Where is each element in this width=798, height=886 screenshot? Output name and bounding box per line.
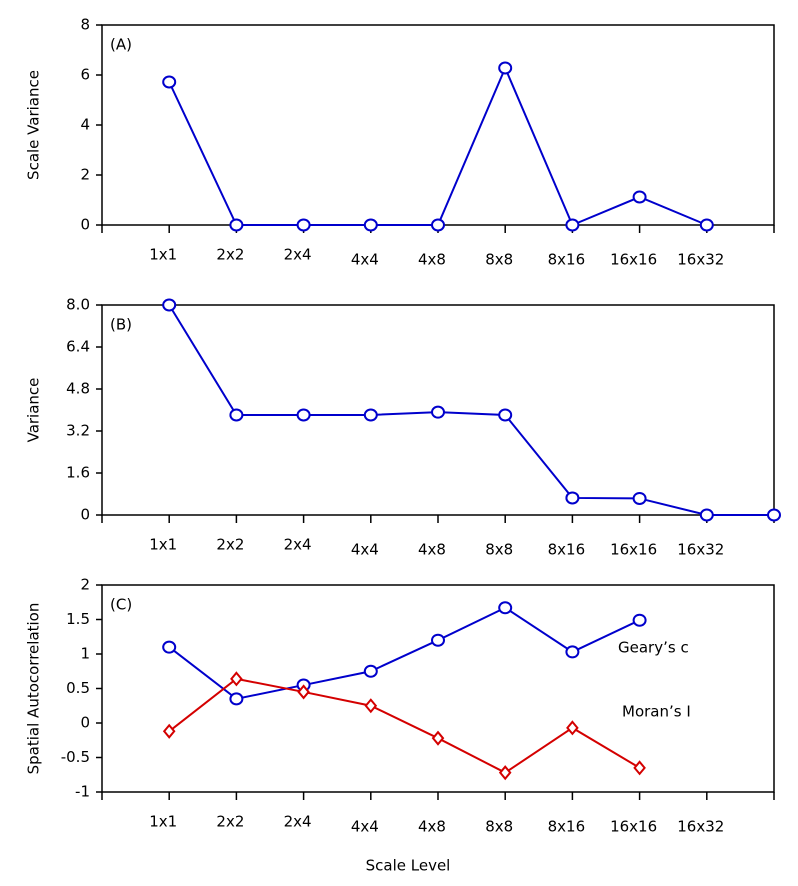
marker: [498, 408, 513, 422]
x-tick-label: 8x16: [548, 251, 586, 269]
y-tick-label: 1.6: [66, 464, 90, 482]
marker: [632, 491, 647, 505]
y-tick-label: 8: [80, 16, 90, 34]
x-tick-label: 8x8: [485, 251, 513, 269]
x-tick-label: 1x1: [149, 246, 177, 264]
x-tick-label: 4x8: [418, 541, 446, 559]
series-line: [168, 65, 708, 227]
marker: [296, 218, 311, 232]
y-tick-label: 3.2: [66, 422, 90, 440]
marker: [767, 508, 781, 522]
y-tick-label: 8.0: [66, 296, 90, 314]
marker: [162, 75, 177, 89]
marker: [565, 491, 580, 505]
panel-label: (B): [110, 316, 132, 334]
series-line: [168, 304, 774, 516]
x-tick-label: 4x4: [351, 251, 379, 269]
x-tick-label: 16x16: [610, 541, 657, 559]
y-tick-label: 0.5: [66, 679, 90, 697]
marker: [431, 730, 445, 746]
series-line: [168, 606, 641, 700]
marker: [229, 408, 244, 422]
marker: [565, 218, 580, 232]
x-tick-label: 2x2: [216, 246, 244, 264]
x-tick-label: 2x2: [216, 813, 244, 831]
x-tick-label: 16x32: [677, 541, 724, 559]
marker: [633, 760, 646, 776]
marker: [297, 684, 310, 700]
marker: [364, 698, 378, 714]
series-label: Geary’s c: [618, 639, 689, 657]
x-tick-label: 4x8: [418, 251, 446, 269]
y-tick-label: 1.5: [66, 610, 90, 628]
y-tick-label: 0: [80, 714, 90, 732]
x-tick-label: 2x4: [284, 813, 312, 831]
series-label: Moran’s I: [622, 703, 691, 721]
marker: [162, 723, 176, 739]
marker: [431, 405, 445, 419]
y-tick-label: -0.5: [61, 748, 90, 766]
y-tick-label: 0: [80, 506, 90, 524]
y-tick-label: -1: [75, 783, 90, 801]
marker: [699, 218, 714, 232]
x-axis-label: Scale Level: [366, 857, 451, 875]
x-tick-label: 2x4: [284, 536, 312, 554]
x-tick-label: 1x1: [149, 813, 177, 831]
marker: [632, 190, 647, 204]
y-tick-label: 4: [80, 116, 90, 134]
marker: [363, 408, 378, 422]
marker: [162, 640, 177, 654]
x-tick-label: 4x4: [351, 818, 379, 836]
marker: [229, 218, 244, 232]
marker: [229, 692, 244, 706]
x-tick-label: 2x2: [216, 536, 244, 554]
y-tick-label: 4.8: [66, 380, 90, 398]
y-tick-label: 6: [80, 66, 90, 84]
marker: [363, 218, 378, 232]
y-tick-label: 6.4: [66, 338, 90, 356]
x-tick-label: 1x1: [149, 536, 177, 554]
panel-label: (A): [110, 36, 132, 54]
marker: [566, 720, 579, 736]
x-tick-label: 4x8: [418, 818, 446, 836]
plot-frame: [101, 584, 775, 793]
x-tick-label: 2x4: [284, 246, 312, 264]
x-tick-label: 8x8: [485, 818, 513, 836]
x-tick-label: 16x16: [610, 818, 657, 836]
marker: [431, 633, 445, 647]
marker: [498, 765, 512, 781]
marker: [498, 61, 513, 75]
marker: [498, 601, 513, 615]
x-tick-label: 16x32: [677, 818, 724, 836]
marker: [431, 218, 445, 232]
marker: [296, 408, 311, 422]
marker: [230, 671, 243, 687]
x-tick-label: 8x16: [548, 541, 586, 559]
panel-label: (C): [110, 596, 132, 614]
marker: [699, 508, 714, 522]
series-line: [168, 677, 641, 774]
y-tick-label: 2: [80, 166, 90, 184]
y-tick-label: 2: [80, 576, 90, 594]
x-tick-label: 8x8: [485, 541, 513, 559]
marker: [565, 645, 580, 659]
y-axis-label: Spatial Autocorrelation: [25, 603, 43, 775]
y-axis-label: Variance: [25, 378, 43, 443]
x-tick-label: 4x4: [351, 541, 379, 559]
y-axis-label: Scale Variance: [25, 70, 43, 180]
marker: [632, 613, 647, 627]
marker: [162, 298, 177, 312]
x-tick-label: 16x32: [677, 251, 724, 269]
plot-frame: [101, 24, 775, 226]
y-tick-label: 1: [80, 645, 90, 663]
marker: [363, 664, 378, 678]
x-tick-label: 8x16: [548, 818, 586, 836]
x-tick-label: 16x16: [610, 251, 657, 269]
y-tick-label: 0: [80, 216, 90, 234]
